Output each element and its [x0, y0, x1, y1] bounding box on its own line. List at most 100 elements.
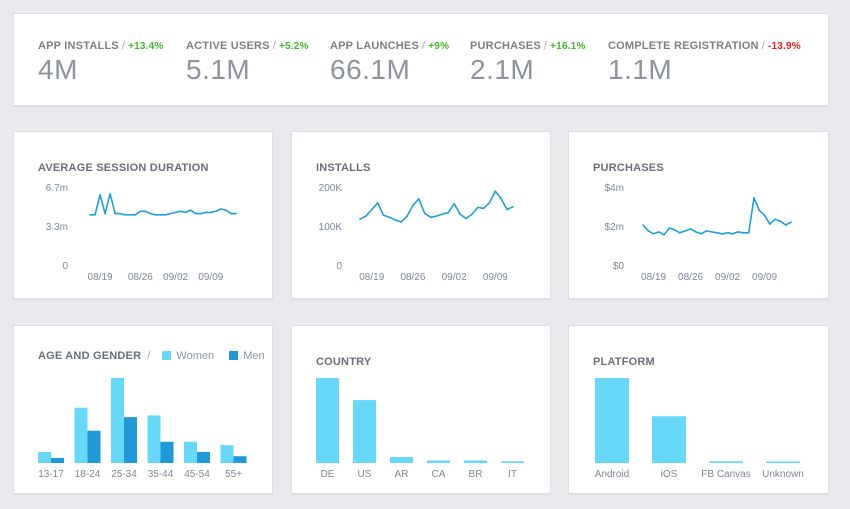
- kpi-separator: /: [272, 40, 276, 52]
- kpi-separator: /: [543, 40, 548, 52]
- kpi-label: PURCHASES: [470, 40, 541, 52]
- bar: [427, 460, 450, 463]
- bar-women: [220, 445, 234, 463]
- kpi-label: APP LAUNCHES: [330, 40, 419, 52]
- data-point: [769, 223, 771, 225]
- purchases-chart: $4m $2m $0 08/19 08/26 09/02 09/09: [605, 183, 792, 283]
- data-point: [169, 212, 172, 215]
- data-point: [441, 213, 444, 215]
- data-point: [435, 215, 438, 217]
- y-tick-label: 6.7m: [46, 183, 68, 194]
- data-point: [784, 224, 787, 226]
- data-point: [194, 212, 197, 215]
- y-tick-label: 0: [336, 261, 342, 272]
- data-point: [705, 230, 708, 232]
- bar-men: [51, 457, 64, 463]
- data-point: [94, 213, 96, 216]
- data-point: [673, 229, 676, 231]
- series-line: [642, 197, 792, 236]
- data-point: [747, 232, 750, 234]
- data-point: [230, 212, 232, 215]
- legend-label: Men: [243, 350, 265, 362]
- x-tick-label: 09/09: [752, 272, 777, 283]
- bar-women: [74, 407, 88, 463]
- kpi-active-users[interactable]: ACTIVE USERS / +5.2% 5.1M: [186, 40, 309, 86]
- y-tick-label: $2m: [605, 222, 624, 233]
- x-tick-label: BR: [469, 469, 483, 480]
- data-point: [370, 208, 373, 211]
- legend-women[interactable]: Women: [162, 350, 214, 362]
- purchases-card: PURCHASES $4m $2m $0 08/19 08/26 09/02 09/09: [568, 131, 829, 299]
- installs-card: INSTALLS 200K 100K 0 08/19 08/26 09/02 09/09: [291, 131, 551, 299]
- data-point: [89, 213, 91, 216]
- x-tick-label: 55+: [225, 469, 242, 480]
- bar: [652, 416, 686, 463]
- kpi-value: 1.1M: [608, 54, 673, 85]
- data-point: [139, 210, 142, 213]
- kpi-app-installs[interactable]: APP INSTALLS / +13.4% 4M: [38, 40, 164, 86]
- data-point: [512, 205, 514, 208]
- x-tick-label: 09/09: [483, 272, 508, 283]
- card-title: COUNTRY: [316, 356, 372, 368]
- kpi-purchases[interactable]: PURCHASES / +16.1% 2.1M: [470, 40, 586, 86]
- data-point: [184, 211, 187, 214]
- data-point: [737, 231, 739, 233]
- data-point: [394, 219, 397, 221]
- data-point: [412, 204, 414, 206]
- bar-men: [87, 430, 101, 463]
- data-point: [159, 213, 162, 216]
- y-tick-label: 100K: [319, 222, 343, 233]
- data-point: [494, 190, 497, 192]
- card-title: PURCHASES: [593, 162, 664, 174]
- data-point: [471, 213, 473, 216]
- data-point: [359, 218, 361, 220]
- x-tick-label: 18-24: [75, 469, 101, 480]
- x-tick-label: 08/19: [641, 272, 666, 283]
- data-point: [732, 233, 734, 235]
- x-tick-label: 08/26: [400, 272, 425, 283]
- platform-card: PLATFORM Android iOS FB Canvas Unknown: [568, 325, 829, 494]
- data-point: [459, 213, 461, 215]
- data-point: [129, 213, 132, 216]
- kpi-label: ACTIVE USERS: [186, 40, 270, 52]
- data-point: [790, 221, 792, 223]
- country-chart: DE US AR CA BR IT: [316, 378, 524, 480]
- data-point: [189, 209, 192, 211]
- bar-men: [124, 417, 137, 463]
- data-point: [500, 198, 503, 200]
- country-card: COUNTRY DE US AR CA BR IT: [291, 325, 551, 494]
- data-point: [429, 216, 432, 219]
- legend-men[interactable]: Men: [229, 350, 265, 362]
- data-point: [199, 212, 202, 215]
- data-point: [382, 214, 385, 217]
- data-point: [658, 231, 660, 233]
- kpi-complete-registration[interactable]: COMPLETE REGISTRATION / -13.9% 1.1M: [608, 40, 801, 86]
- data-point: [220, 208, 222, 210]
- kpi-app-launches[interactable]: APP LAUNCHES / +9% 66.1M: [330, 40, 449, 86]
- x-tick-label: DE: [321, 469, 335, 480]
- age-gender-chart: 13-17 18-24 25-34 35-44 45-54 55+: [38, 378, 247, 480]
- x-tick-label: 09/02: [163, 272, 188, 283]
- data-point: [774, 218, 776, 220]
- x-tick-label: 08/19: [359, 272, 384, 283]
- data-point: [710, 231, 713, 233]
- y-tick-label: $4m: [605, 183, 624, 194]
- bar: [595, 378, 629, 463]
- data-point: [684, 230, 687, 232]
- data-point: [215, 210, 217, 213]
- x-tick-label: Unknown: [762, 469, 804, 480]
- bar: [316, 378, 339, 463]
- kpi-value: 4M: [38, 54, 78, 85]
- data-point: [164, 213, 167, 216]
- bar-women: [147, 415, 161, 463]
- card-title: AGE AND GENDER: [38, 350, 142, 362]
- x-tick-label: 09/09: [198, 272, 223, 283]
- data-point: [700, 233, 702, 235]
- x-tick-label: iOS: [661, 469, 678, 480]
- x-tick-label: FB Canvas: [701, 469, 750, 480]
- kpi-label: COMPLETE REGISTRATION: [608, 40, 759, 52]
- bar: [390, 457, 413, 463]
- x-tick-label: US: [358, 469, 372, 480]
- x-tick-label: 45-54: [184, 469, 210, 480]
- data-point: [400, 221, 402, 223]
